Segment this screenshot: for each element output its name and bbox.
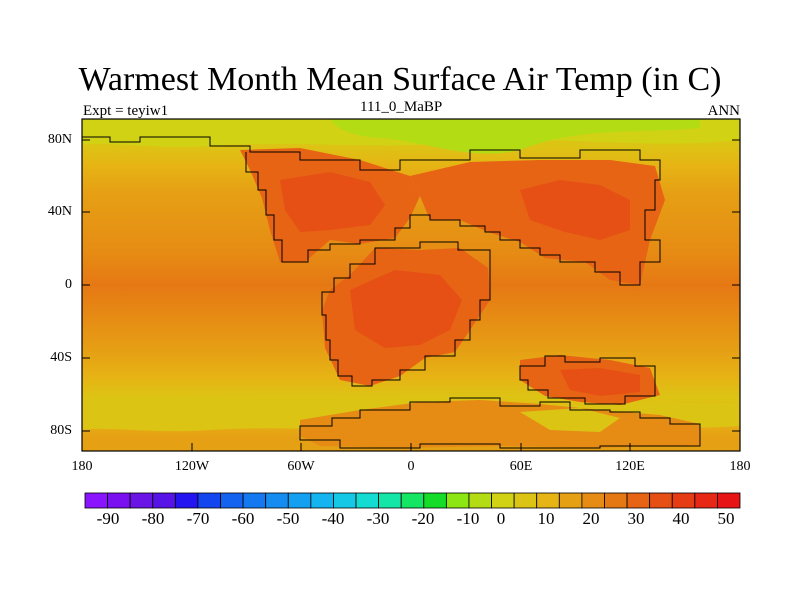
colorbar-tick-label: -70 <box>186 509 210 528</box>
northern-continent-east-hot <box>520 180 630 240</box>
colorbar-swatch <box>84 492 108 509</box>
colorbar-tick-label: -20 <box>411 509 435 528</box>
colorbar-tick-label: 30 <box>627 509 645 528</box>
colorbar-swatch <box>152 492 176 509</box>
south-polar-yellow <box>520 408 620 432</box>
lon-tick-label: 180 <box>729 459 751 474</box>
lat-tick-label: 0 <box>65 277 72 292</box>
axis-ticks <box>81 139 741 451</box>
colorbar-tick-label: 40 <box>672 509 690 528</box>
colorbar-tick-label: -60 <box>231 509 255 528</box>
colorbar-tick-label: 0 <box>496 509 506 528</box>
colorbar-tick-label: 20 <box>582 509 600 528</box>
colorbar-swatch <box>287 492 312 509</box>
lat-tick-label: 40S <box>50 350 72 365</box>
colorbar-swatch <box>717 492 741 509</box>
colorbar-tick-label: -50 <box>276 509 300 528</box>
experiment-label: Expt = teyiw1 <box>83 103 169 119</box>
colorbar-tick-label: -40 <box>321 509 345 528</box>
colorbar-swatch <box>694 492 718 509</box>
colorbar-swatch <box>310 492 334 509</box>
colorbar-tick-label: -30 <box>366 509 390 528</box>
colorbar-swatch <box>581 492 605 509</box>
colorbar-swatch <box>242 492 267 509</box>
colorbar-swatch <box>174 492 199 509</box>
colorbar-tick-label: 10 <box>537 509 555 528</box>
colorbar-swatch <box>220 492 244 509</box>
colorbar-tick-label: 50 <box>717 509 735 528</box>
colorbar-swatch <box>129 492 154 509</box>
arctic-cold-patch <box>330 119 700 154</box>
lon-tick-label: 0 <box>407 459 415 474</box>
colorbar-swatch <box>355 492 380 509</box>
colorbar-swatch <box>491 492 515 509</box>
season-label: ANN <box>707 103 741 119</box>
lon-tick-label: 60E <box>509 459 533 474</box>
lat-tick-label: 80N <box>47 132 72 147</box>
lon-tick-label: 120W <box>174 459 210 474</box>
northern-continent-west-hot <box>280 172 385 232</box>
colorbar-tick-label: -80 <box>141 509 165 528</box>
central-southern-continent-hot <box>350 270 462 348</box>
lon-tick-label: 120E <box>615 459 645 474</box>
period-label: 111_0_MaBP <box>360 99 443 115</box>
southern-east-continent-hot <box>560 368 640 396</box>
colorbar-swatch <box>265 492 289 509</box>
colorbar-swatch <box>400 492 425 509</box>
colorbar-swatch <box>626 492 651 509</box>
colorbar-swatch <box>333 492 357 509</box>
colorbar-swatch <box>604 492 628 509</box>
colorbar-tick-label: -10 <box>456 509 480 528</box>
coastlines <box>82 136 701 449</box>
colorbar <box>84 492 741 509</box>
colorbar-swatch <box>423 492 447 509</box>
lat-tick-label: 40N <box>47 204 72 219</box>
colorbar-swatch <box>197 492 221 509</box>
colorbar-swatch <box>445 492 470 509</box>
south-polar-continent <box>300 400 700 448</box>
colorbar-swatch <box>558 492 583 509</box>
colorbar-swatch <box>107 492 131 509</box>
colorbar-swatch <box>649 492 673 509</box>
colorbar-swatch <box>378 492 402 509</box>
colorbar-swatch <box>468 492 492 509</box>
chart-title: Warmest Month Mean Surface Air Temp (in … <box>78 61 722 98</box>
lon-tick-label: 180 <box>71 459 93 474</box>
lat-tick-label: 80S <box>50 423 72 438</box>
colorbar-tick-label: -90 <box>96 509 120 528</box>
colorbar-swatch <box>671 492 696 509</box>
colorbar-swatch <box>536 492 560 509</box>
colorbar-swatch <box>513 492 538 509</box>
lon-tick-label: 60W <box>287 459 315 474</box>
